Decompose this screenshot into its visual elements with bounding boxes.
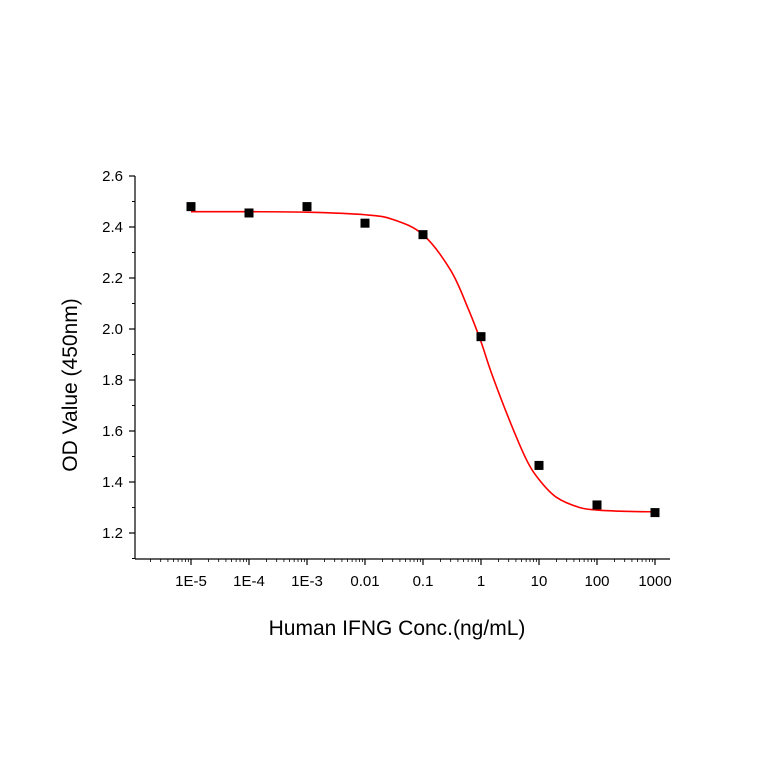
x-tick-label: 0.01 (350, 573, 379, 590)
data-point (302, 202, 312, 212)
fit-curve (190, 210, 656, 513)
y-tick-label: 2.6 (102, 168, 123, 185)
y-ticks: 1.2 1.4 1.6 1.8 2.0 2.2 2.4 2.6 (102, 168, 135, 559)
x-tick-label: 1 (477, 573, 485, 590)
axes (134, 176, 670, 560)
x-tick-label: 10 (531, 573, 548, 590)
data-point (534, 460, 544, 470)
x-minor-ticks (150, 559, 653, 562)
y-axis-title: OD Value (450nm) (59, 298, 82, 472)
data-point (244, 208, 254, 218)
y-tick-label: 2.4 (102, 219, 123, 236)
x-axis-title: Human IFNG Conc.(ng/mL) (269, 617, 526, 640)
y-tick-label: 2.2 (102, 270, 123, 287)
y-tick-label: 1.4 (102, 474, 123, 491)
x-tick-label: 1000 (638, 573, 671, 590)
data-point (418, 230, 428, 240)
y-tick-label: 1.8 (102, 372, 123, 389)
data-point (650, 508, 660, 518)
x-tick-label: 0.1 (413, 573, 434, 590)
x-tick-label: 1E-4 (233, 573, 265, 590)
x-tick-label: 100 (584, 573, 609, 590)
data-points (186, 202, 660, 518)
y-tick-label: 1.6 (102, 423, 123, 440)
data-point (476, 332, 486, 342)
data-point (360, 218, 370, 228)
y-tick-label: 2.0 (102, 321, 123, 338)
data-point (592, 500, 602, 510)
x-tick-label: 1E-5 (175, 573, 207, 590)
x-tick-label: 1E-3 (291, 573, 323, 590)
data-point (186, 202, 196, 212)
y-tick-label: 1.2 (102, 525, 123, 542)
x-ticks: 1E-5 1E-4 1E-3 0.01 0.1 1 10 100 1000 (175, 559, 672, 590)
